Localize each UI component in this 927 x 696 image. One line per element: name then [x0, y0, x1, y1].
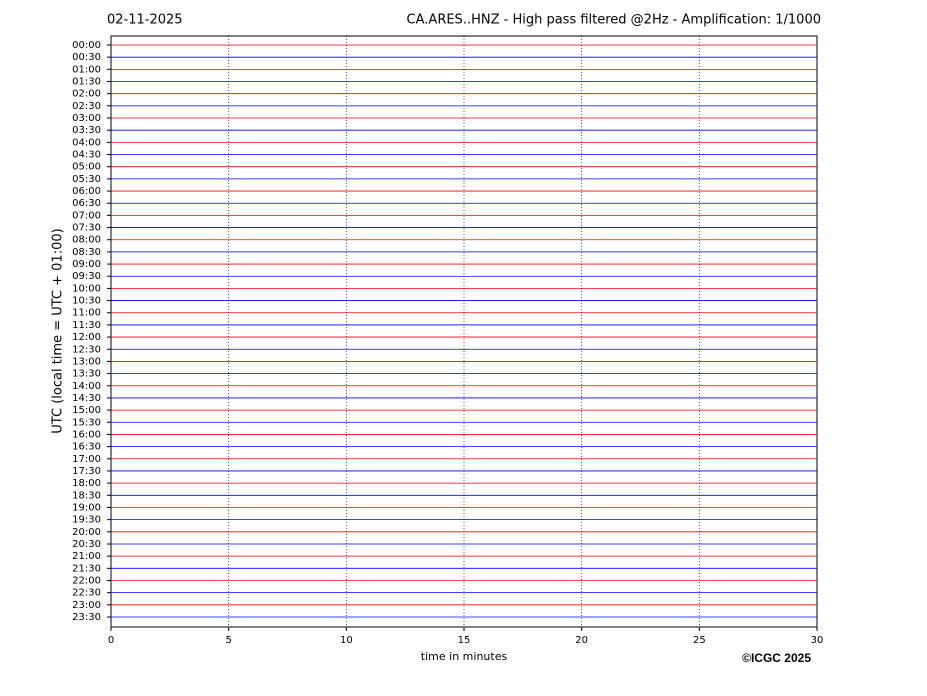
y-tick-label: 01:30 [72, 77, 101, 88]
y-tick-label: 03:00 [72, 113, 101, 124]
y-tick-label: 15:30 [72, 417, 101, 428]
y-tick-label: 23:30 [72, 612, 101, 623]
date: 02-11-2025 [107, 13, 183, 28]
y-tick-label: 08:30 [72, 247, 101, 258]
credit: ©ICGC 2025 [742, 651, 811, 665]
x-tick-label: 10 [340, 635, 353, 646]
y-axis-label: UTC (local time = UTC + 01:00) [51, 228, 66, 433]
y-tick-label: 06:00 [72, 186, 101, 197]
y-tick-label: 10:30 [72, 296, 101, 307]
y-tick-label: 16:00 [72, 429, 101, 440]
y-tick-label: 04:00 [72, 137, 101, 148]
y-tick-label: 17:30 [72, 466, 101, 477]
y-tick-label: 08:00 [72, 235, 101, 246]
y-tick-label: 22:00 [72, 575, 101, 586]
y-tick-label: 13:00 [72, 356, 101, 367]
y-tick-label: 02:30 [72, 101, 101, 112]
y-tick-label: 20:00 [72, 527, 101, 538]
y-tick-label: 21:30 [72, 563, 101, 574]
y-tick-label: 19:30 [72, 515, 101, 526]
y-tick-label: 01:00 [72, 64, 101, 75]
y-tick-label: 12:30 [72, 344, 101, 355]
y-tick-label: 17:00 [72, 454, 101, 465]
y-tick-label: 05:30 [72, 174, 101, 185]
y-tick-label: 14:30 [72, 393, 101, 404]
y-tick-label: 00:30 [72, 52, 101, 63]
y-tick-label: 00:00 [72, 40, 101, 51]
plot-frame [110, 35, 818, 628]
x-axis-label: time in minutes [421, 650, 508, 663]
y-tick-label: 09:00 [72, 259, 101, 270]
y-tick-label: 18:00 [72, 478, 101, 489]
y-tick-label: 12:00 [72, 332, 101, 343]
y-tick-label: 23:00 [72, 600, 101, 611]
y-tick-label: 02:00 [72, 89, 101, 100]
y-tick-label: 04:30 [72, 150, 101, 161]
x-tick-label: 0 [108, 635, 114, 646]
y-tick-label: 11:30 [72, 320, 101, 331]
y-tick-label: 22:30 [72, 588, 101, 599]
y-tick-label: 16:30 [72, 442, 101, 453]
y-tick-label: 07:30 [72, 223, 101, 234]
x-tick-label: 25 [693, 635, 706, 646]
y-tick-label: 06:30 [72, 198, 101, 209]
x-tick-label: 15 [458, 635, 471, 646]
y-tick-label: 13:30 [72, 369, 101, 380]
y-tick-label: 18:30 [72, 490, 101, 501]
y-tick-label: 09:30 [72, 271, 101, 282]
x-tick-label: 5 [225, 635, 231, 646]
y-tick-label: 05:00 [72, 162, 101, 173]
y-tick-label: 14:00 [72, 381, 101, 392]
chart-title: CA.ARES..HNZ - High pass filtered @2Hz -… [407, 13, 821, 28]
y-tick-label: 21:00 [72, 551, 101, 562]
y-tick-label: 11:00 [72, 308, 101, 319]
y-tick-label: 03:30 [72, 125, 101, 136]
x-tick-label: 30 [811, 635, 824, 646]
y-tick-label: 15:00 [72, 405, 101, 416]
y-tick-label: 10:00 [72, 283, 101, 294]
x-tick-label: 20 [575, 635, 588, 646]
y-tick-label: 19:00 [72, 502, 101, 513]
y-tick-label: 07:00 [72, 210, 101, 221]
y-tick-label: 20:30 [72, 539, 101, 550]
